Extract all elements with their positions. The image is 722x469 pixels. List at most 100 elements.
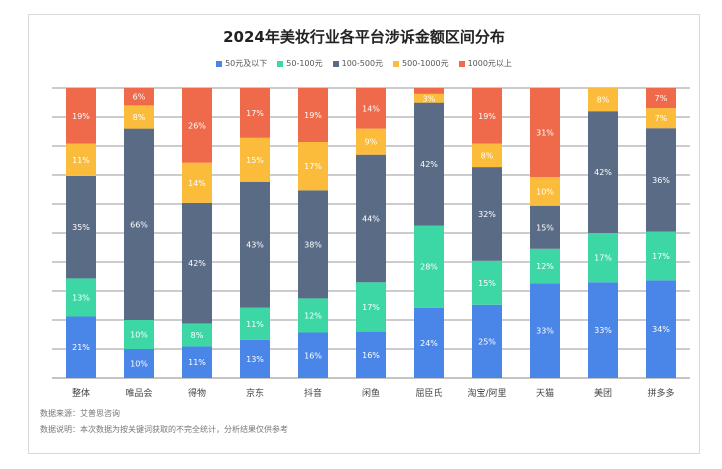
bar-3-series-1: [182, 346, 212, 378]
x-tick-label-1: 整体: [72, 387, 90, 399]
data-label-5-series-1: 16%: [304, 351, 322, 360]
x-tick-label-8: 淘宝/阿里: [467, 387, 506, 399]
bar-8-series-3: [472, 167, 502, 261]
bar-2-series-4: [124, 105, 154, 129]
bar-8-series-1: [472, 304, 502, 378]
bar-4-series-2: [240, 307, 270, 340]
bar-6-series-3: [356, 154, 386, 283]
data-label-10-series-1: 33%: [594, 326, 612, 335]
x-tick-label-4: 京东: [246, 387, 264, 399]
legend-label-5: 1000元以上: [467, 59, 512, 68]
bar-11-series-1: [646, 280, 676, 378]
data-label-10-series-2: 17%: [594, 254, 612, 263]
data-label-2-series-1: 10%: [130, 360, 148, 369]
bar-5-series-4: [298, 142, 328, 191]
data-label-7-series-3: 42%: [420, 160, 438, 169]
data-label-1-series-3: 35%: [72, 223, 90, 232]
bar-4-series-1: [240, 339, 270, 378]
data-label-5-series-5: 19%: [304, 111, 322, 120]
data-label-11-series-5: 7%: [655, 94, 668, 103]
chart-title: 2024年美妆行业各平台涉诉金额区间分布: [223, 28, 505, 46]
bar-10-series-1: [588, 282, 618, 378]
data-label-9-series-5: 31%: [536, 129, 554, 138]
data-label-10-series-4: 8%: [597, 96, 610, 105]
bar-6-series-1: [356, 331, 386, 378]
data-label-7-series-2: 28%: [420, 263, 438, 272]
bar-7-series-3: [414, 102, 444, 226]
data-label-6-series-5: 14%: [362, 104, 380, 113]
bar-6-series-2: [356, 282, 386, 332]
bar-5-series-1: [298, 332, 328, 378]
data-label-9-series-2: 12%: [536, 262, 554, 271]
bar-3-series-2: [182, 323, 212, 347]
data-label-8-series-5: 19%: [478, 112, 496, 121]
data-label-11-series-4: 7%: [655, 114, 668, 123]
data-label-5-series-4: 17%: [304, 162, 322, 171]
data-label-4-series-2: 11%: [246, 320, 264, 329]
bar-9-series-1: [530, 283, 560, 378]
data-label-4-series-1: 13%: [246, 355, 264, 364]
data-label-3-series-1: 11%: [188, 358, 206, 367]
x-tick-label-3: 得物: [188, 387, 206, 399]
bar-9-series-5: [530, 88, 560, 178]
bar-9-series-2: [530, 248, 560, 284]
data-label-6-series-4: 9%: [365, 138, 378, 147]
data-label-9-series-4: 10%: [536, 187, 554, 196]
bar-3-series-4: [182, 162, 212, 203]
data-label-3-series-5: 26%: [188, 121, 206, 130]
bar-8-series-4: [472, 143, 502, 168]
legend-item-5: 1000元以上: [458, 58, 512, 69]
data-label-4-series-3: 43%: [246, 241, 264, 250]
bar-6-series-4: [356, 128, 386, 155]
data-label-2-series-5: 6%: [133, 93, 146, 102]
bar-9-series-4: [530, 177, 560, 206]
data-label-11-series-1: 34%: [652, 325, 670, 334]
bar-4-series-3: [240, 181, 270, 308]
bar-10-series-2: [588, 233, 618, 283]
bar-11-series-3: [646, 128, 676, 232]
data-label-8-series-4: 8%: [481, 151, 494, 160]
x-tick-label-5: 抖音: [304, 387, 322, 399]
legend-item-3: 100-500元: [332, 58, 383, 69]
source-note: 数据来源：艾普思咨询: [40, 409, 120, 418]
x-tick-label-2: 唯品会: [125, 387, 152, 399]
data-label-5-series-2: 12%: [304, 311, 322, 320]
data-label-9-series-1: 33%: [536, 327, 554, 336]
bar-7-series-2: [414, 225, 444, 308]
legend-label-4: 500-1000元: [402, 59, 449, 68]
bar-10-series-3: [588, 111, 618, 233]
bar-11-series-2: [646, 231, 676, 281]
bar-6-series-5: [356, 88, 386, 129]
data-label-9-series-3: 15%: [536, 223, 554, 232]
data-label-1-series-5: 19%: [72, 112, 90, 121]
legend-swatch-1: [216, 60, 223, 67]
data-label-3-series-2: 8%: [191, 331, 204, 340]
bar-5-series-2: [298, 298, 328, 333]
data-label-6-series-2: 17%: [362, 303, 380, 312]
bar-2-series-3: [124, 128, 154, 320]
x-tick-label-10: 美团: [594, 387, 612, 399]
bar-3-series-5: [182, 88, 212, 163]
data-label-6-series-3: 44%: [362, 215, 380, 224]
data-label-11-series-3: 36%: [652, 176, 670, 185]
bar-11-series-4: [646, 108, 676, 129]
bar-5-series-5: [298, 88, 328, 143]
x-tick-label-9: 天猫: [536, 387, 554, 399]
data-label-2-series-3: 66%: [130, 220, 148, 229]
bar-7-series-5: [414, 88, 444, 94]
data-label-1-series-1: 21%: [72, 343, 90, 352]
bar-2-series-1: [124, 349, 154, 378]
chart-legend: 50元及以下 50-100元 100-500元 500-1000元 1000元以…: [28, 58, 700, 69]
x-tick-label-11: 拼多多: [647, 387, 674, 399]
bar-3-series-3: [182, 202, 212, 324]
bar-7-series-1: [414, 307, 444, 378]
data-label-8-series-3: 32%: [478, 210, 496, 219]
legend-item-4: 500-1000元: [393, 58, 449, 69]
data-label-2-series-2: 10%: [130, 331, 148, 340]
data-label-2-series-4: 8%: [133, 113, 146, 122]
data-label-7-series-4: 3%: [423, 94, 436, 103]
bar-10-series-4: [588, 88, 618, 112]
legend-item-2: 50-100元: [277, 58, 323, 69]
data-label-5-series-3: 38%: [304, 240, 322, 249]
bar-1-series-4: [66, 143, 96, 176]
